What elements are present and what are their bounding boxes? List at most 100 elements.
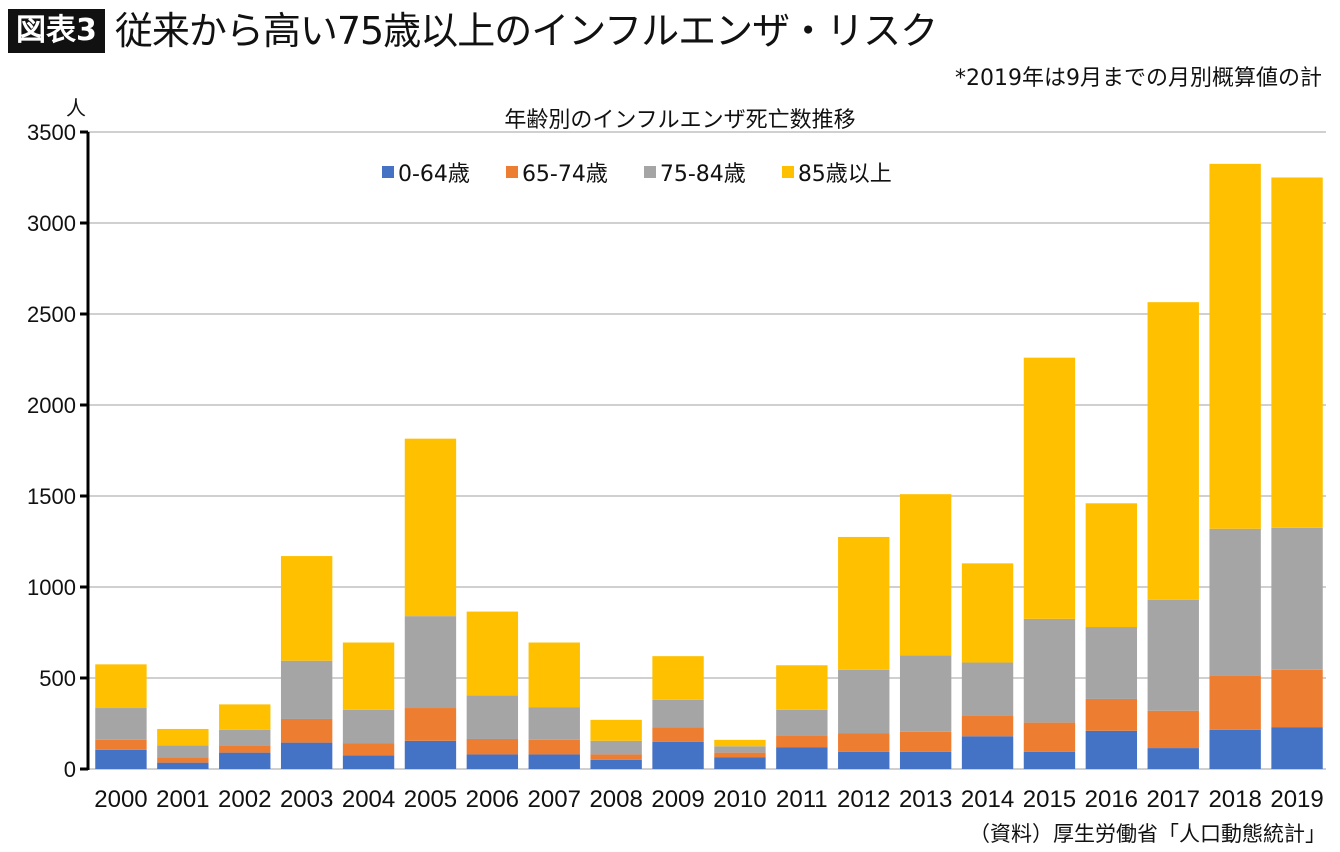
bar-2010-series-1 — [714, 752, 766, 758]
y-tick-label: 1000 — [27, 575, 76, 600]
bar-2009-series-0 — [652, 741, 704, 769]
bar-2017-series-0 — [1147, 748, 1199, 769]
bar-2019-series-1 — [1271, 669, 1323, 728]
x-tick-label: 2009 — [651, 786, 704, 813]
bar-2008-series-3 — [590, 719, 642, 741]
bar-2013-series-1 — [899, 731, 952, 752]
bar-2008-series-2 — [590, 740, 642, 755]
x-tick-label: 2007 — [528, 786, 581, 813]
bar-2006-series-0 — [466, 754, 519, 769]
legend-item: 85歳以上 — [781, 156, 892, 188]
legend-swatch-icon — [382, 166, 394, 178]
bar-2014-series-0 — [961, 736, 1014, 769]
bar-2010-series-3 — [714, 739, 766, 747]
bar-2013-series-3 — [899, 494, 952, 656]
bar-2015-series-1 — [1023, 722, 1076, 752]
bar-2016-series-3 — [1085, 503, 1138, 628]
legend-swatch-icon — [781, 166, 794, 178]
bar-2003-series-1 — [280, 718, 333, 743]
x-tick-label: 2017 — [1147, 786, 1200, 813]
x-tick-label: 2012 — [837, 786, 890, 813]
bar-2012-series-0 — [838, 751, 890, 769]
y-tick-label: 0 — [64, 757, 76, 782]
bar-2007-series-0 — [528, 754, 580, 769]
bar-2005-series-3 — [404, 438, 457, 617]
bar-2012-series-1 — [838, 733, 890, 752]
legend-label: 75-84歳 — [659, 162, 746, 187]
figure-badge: 図表3 — [8, 9, 105, 53]
bar-2010-series-2 — [714, 746, 766, 753]
bar-2007-series-3 — [528, 642, 580, 708]
legend-label: 65-74歳 — [521, 162, 608, 187]
bar-2011-series-3 — [776, 665, 828, 710]
x-tick-label: 2008 — [589, 786, 642, 813]
bar-2011-series-0 — [776, 747, 828, 769]
bar-2002-series-0 — [219, 752, 271, 769]
x-tick-label: 2018 — [1208, 786, 1261, 813]
bar-2017-series-2 — [1147, 599, 1199, 711]
bar-2001-series-0 — [157, 762, 209, 769]
bar-2014-series-3 — [961, 563, 1014, 663]
bar-2000-series-2 — [95, 708, 147, 740]
legend-label: 85歳以上 — [797, 162, 892, 187]
x-tick-label: 2001 — [156, 786, 209, 813]
x-tick-label: 2000 — [94, 786, 147, 813]
bar-2008-series-1 — [590, 754, 642, 760]
bar-2001-series-3 — [157, 728, 209, 746]
bar-2004-series-3 — [342, 642, 395, 710]
bar-2009-series-3 — [652, 656, 704, 700]
figure-title: 従来から高い75歳以上のインフルエンザ・リスク — [114, 9, 938, 53]
bar-2004-series-2 — [342, 709, 395, 744]
y-axis-unit: 人 — [66, 96, 86, 120]
chart-title: 年齢別のインフルエンザ死亡数推移 — [0, 102, 1340, 134]
chart-title-text: 年齢別のインフルエンザ死亡数推移 — [504, 108, 856, 133]
bar-2003-series-2 — [280, 660, 333, 719]
footnote: *2019年は9月までの月別概算値の計 — [955, 66, 1322, 91]
x-tick-label: 2005 — [404, 786, 457, 813]
source-note: （資料）厚生労働省「人口動態統計」 — [969, 822, 1326, 846]
bar-2008-series-0 — [590, 759, 642, 769]
bar-2003-series-0 — [280, 742, 333, 769]
x-tick-label: 2019 — [1270, 786, 1323, 813]
bar-2006-series-3 — [466, 611, 519, 696]
bar-2007-series-2 — [528, 707, 580, 740]
y-tick-label: 2000 — [27, 393, 76, 418]
x-tick-label: 2011 — [776, 786, 828, 813]
bar-2019-series-0 — [1271, 727, 1323, 769]
y-tick-label: 500 — [39, 666, 76, 691]
bar-2014-series-2 — [961, 662, 1014, 716]
x-tick-label: 2015 — [1023, 786, 1076, 813]
x-tick-label: 2013 — [899, 786, 952, 813]
legend-swatch-icon — [643, 166, 656, 178]
bar-2016-series-2 — [1085, 627, 1138, 699]
bar-2001-series-2 — [157, 745, 209, 758]
x-tick-label: 2014 — [961, 786, 1014, 813]
bar-2011-series-2 — [776, 709, 828, 736]
legend-item: 65-74歳 — [505, 156, 608, 188]
bar-2009-series-1 — [652, 727, 704, 742]
bar-2005-series-2 — [404, 616, 457, 709]
bar-2019-series-3 — [1271, 177, 1323, 528]
bar-2000-series-3 — [95, 664, 147, 709]
bar-2009-series-2 — [652, 699, 704, 728]
x-tick-label: 2010 — [713, 786, 766, 813]
bar-2006-series-2 — [466, 695, 519, 739]
bar-2017-series-1 — [1147, 710, 1199, 749]
bar-2019-series-2 — [1271, 527, 1323, 670]
legend-swatch-icon — [505, 166, 518, 178]
bar-2005-series-0 — [404, 740, 457, 769]
y-tick-label: 3000 — [27, 211, 76, 236]
bar-2013-series-2 — [899, 655, 952, 732]
legend: 0-64歳 65-74歳 75-84歳 85歳以上 — [382, 156, 892, 188]
bar-2018-series-3 — [1209, 163, 1261, 529]
bar-2005-series-1 — [404, 708, 457, 741]
legend-item: 75-84歳 — [643, 156, 746, 188]
bar-2010-series-0 — [714, 757, 766, 769]
bar-2002-series-3 — [219, 704, 271, 730]
bar-2012-series-2 — [838, 669, 890, 734]
bar-2000-series-0 — [95, 749, 147, 769]
x-tick-label: 2006 — [466, 786, 519, 813]
y-tick-label: 2500 — [27, 302, 76, 327]
legend-item: 0-64歳 — [382, 156, 470, 188]
